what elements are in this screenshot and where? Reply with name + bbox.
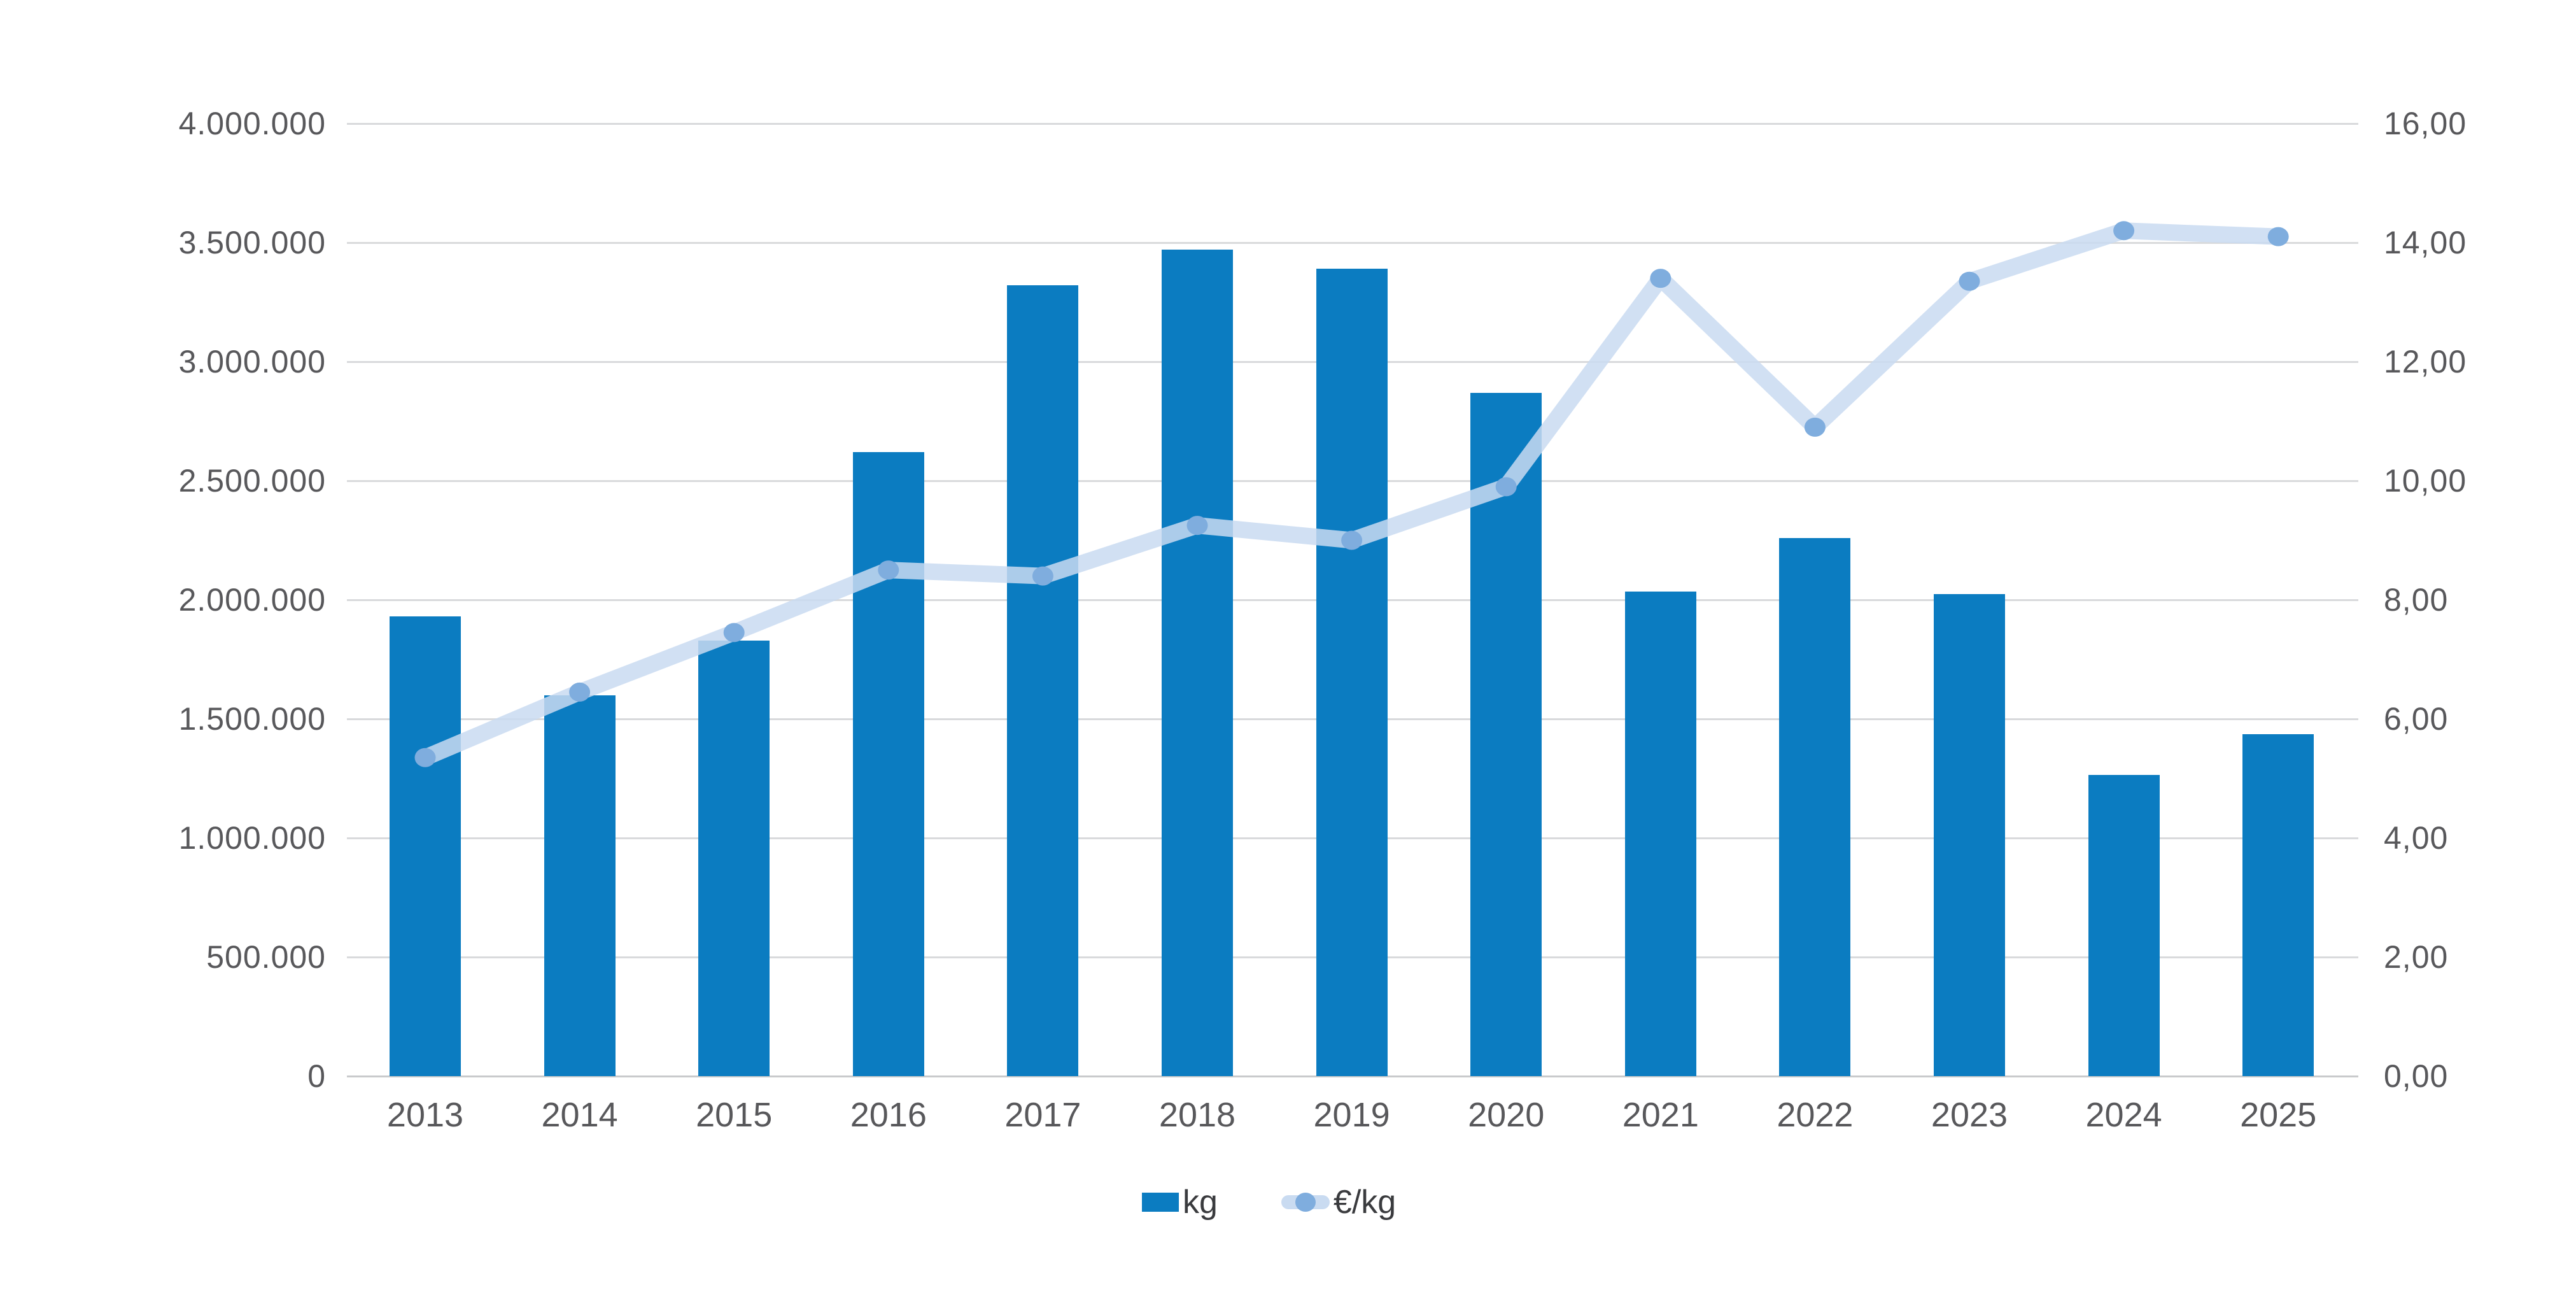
line-marker-2014[interactable]: [569, 682, 591, 702]
line-marker-2013[interactable]: [414, 748, 436, 767]
line-marker-2024[interactable]: [2113, 221, 2135, 241]
left-axis-tick-label: 3.500.000: [178, 225, 326, 260]
gridline: [347, 242, 2358, 244]
left-axis-tick-label: 2.000.000: [178, 582, 326, 618]
x-axis-label-2025: 2025: [2240, 1096, 2317, 1134]
x-axis-label-2015: 2015: [696, 1096, 773, 1134]
bar-kg-2018[interactable]: [1162, 250, 1233, 1076]
x-axis-label-2024: 2024: [2085, 1096, 2162, 1134]
left-axis-tick-label: 1.500.000: [178, 701, 326, 737]
bar-kg-2024[interactable]: [2088, 774, 2160, 1076]
line-marker-2023[interactable]: [1959, 271, 1980, 291]
left-axis-tick-label: 4.000.000: [178, 106, 326, 141]
x-axis-label-2014: 2014: [541, 1096, 618, 1134]
x-axis-label-2016: 2016: [850, 1096, 927, 1134]
x-axis-label-2021: 2021: [1622, 1096, 1699, 1134]
left-axis-tick-label: 0: [307, 1058, 326, 1094]
left-axis-tick-label: 3.000.000: [178, 344, 326, 380]
line-marker-2016[interactable]: [878, 560, 899, 580]
right-axis-tick-label: 10,00: [2384, 463, 2467, 499]
right-axis-tick-label: 0,00: [2384, 1058, 2449, 1094]
line-marker-2018[interactable]: [1186, 516, 1208, 536]
bar-kg-2015[interactable]: [698, 640, 770, 1076]
line-marker-2021[interactable]: [1650, 269, 1672, 288]
bar-kg-2017[interactable]: [1007, 285, 1079, 1076]
left-axis-tick-label: 2.500.000: [178, 463, 326, 499]
bar-kg-2021[interactable]: [1624, 591, 1696, 1076]
legend-label-eur-per-kg: €/kg: [1333, 1184, 1397, 1221]
line-marker-dot-swatch: [1295, 1193, 1316, 1212]
line-marker-2025[interactable]: [2267, 227, 2289, 246]
x-axis-baseline: [347, 1075, 2358, 1077]
legend-item-eur-per-kg[interactable]: €/kg: [1281, 1186, 1396, 1219]
line-marker-2017[interactable]: [1032, 566, 1053, 586]
bar-kg-2014[interactable]: [544, 695, 616, 1076]
x-axis-label-2017: 2017: [1004, 1096, 1081, 1134]
eur-per-kg-line-marker-swatch-icon: [1281, 1193, 1330, 1212]
left-axis-tick-label: 500.000: [206, 939, 326, 975]
right-axis-tick-label: 2,00: [2384, 939, 2449, 975]
x-axis-label-2020: 2020: [1468, 1096, 1545, 1134]
line-marker-2020[interactable]: [1495, 477, 1517, 497]
right-axis-tick-label: 12,00: [2384, 344, 2467, 380]
bar-kg-2013[interactable]: [390, 616, 461, 1076]
line-marker-2022[interactable]: [1804, 417, 1826, 437]
bar-kg-2025[interactable]: [2242, 734, 2314, 1076]
legend-item-kg[interactable]: kg: [1142, 1186, 1218, 1219]
x-axis-label-2019: 2019: [1313, 1096, 1390, 1134]
right-axis-tick-label: 4,00: [2384, 820, 2449, 856]
right-axis-tick-label: 6,00: [2384, 701, 2449, 737]
line-marker-2015[interactable]: [723, 623, 745, 642]
x-axis-label-2022: 2022: [1777, 1096, 1854, 1134]
kg-bar-swatch-icon: [1142, 1193, 1179, 1212]
bar-kg-2023[interactable]: [1934, 593, 2005, 1076]
legend: kg €/kg: [1142, 1186, 1396, 1219]
bar-kg-2019[interactable]: [1316, 269, 1388, 1076]
x-axis-label-2013: 2013: [386, 1096, 464, 1134]
bar-kg-2022[interactable]: [1779, 537, 1851, 1076]
legend-label-kg: kg: [1183, 1184, 1218, 1221]
right-axis-tick-label: 14,00: [2384, 225, 2467, 260]
line-marker-2019[interactable]: [1341, 530, 1363, 550]
gridline: [347, 123, 2358, 125]
right-axis-tick-label: 16,00: [2384, 106, 2467, 141]
x-axis-label-2018: 2018: [1158, 1096, 1236, 1134]
left-axis-tick-label: 1.000.000: [178, 820, 326, 856]
x-axis-label-2023: 2023: [1931, 1096, 2008, 1134]
bar-kg-2016[interactable]: [852, 452, 924, 1076]
right-axis-tick-label: 8,00: [2384, 582, 2449, 618]
